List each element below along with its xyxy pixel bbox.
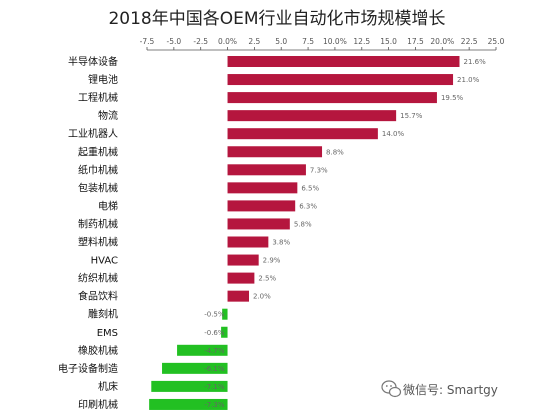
bar: [227, 218, 290, 230]
x-tick-label: 15.0: [380, 37, 397, 46]
bar: [227, 182, 298, 194]
data-label: 6.3%: [299, 202, 317, 210]
category-label: 纺织机械: [78, 272, 118, 285]
category-label: 锂电池: [88, 73, 118, 86]
data-label: 14.0%: [382, 130, 405, 138]
watermark: 微信号: Smartgy: [381, 380, 498, 398]
data-label: 2.9%: [263, 257, 281, 265]
category-label: 电梯: [98, 199, 118, 212]
category-label: 机床: [98, 380, 118, 393]
bar: [227, 272, 255, 284]
bar: [177, 344, 228, 356]
bar: [222, 308, 228, 320]
data-label: 3.8%: [272, 239, 290, 247]
bar: [162, 362, 228, 374]
bar: [227, 92, 437, 104]
category-label: 纸巾机械: [78, 163, 118, 176]
x-tick-label: 5.0: [275, 37, 287, 46]
category-label: 印刷机械: [78, 398, 118, 411]
category-label: 制药机械: [78, 217, 118, 230]
category-label: 食品饮料: [78, 290, 118, 303]
wechat-icon: [381, 380, 402, 398]
chart-title: 2018年中国各OEM行业自动化市场规模增长: [108, 9, 445, 29]
category-label: 塑料机械: [78, 236, 118, 249]
data-label: 19.5%: [441, 94, 464, 102]
data-label: 8.8%: [326, 148, 344, 156]
watermark-text: 微信号: Smartgy: [403, 383, 498, 397]
bar: [227, 110, 397, 122]
data-label: 21.0%: [457, 76, 480, 84]
bar: [227, 128, 378, 140]
bar: [227, 164, 306, 176]
category-label: 橡胶机械: [78, 344, 118, 357]
bar: [227, 200, 296, 212]
data-label: -4.7%: [204, 347, 225, 355]
data-label: -6.1%: [204, 365, 225, 373]
category-label: 包装机械: [78, 181, 118, 194]
x-tick-label: 2.5: [248, 37, 260, 46]
category-label: 电子设备制造: [58, 362, 118, 375]
data-label: 21.6%: [463, 58, 486, 66]
category-label: EMS: [97, 328, 118, 339]
data-label: -7.3%: [204, 401, 225, 409]
bar: [227, 236, 269, 248]
category-label: 物流: [98, 109, 118, 122]
x-tick-label: -2.5: [193, 37, 208, 46]
bars: 半导体设备 21.6% 锂电池 21.0% 工程机械 19.5% 物流 15.7% 工业机器人 1…: [58, 55, 486, 411]
x-tick-label: -5.0: [167, 37, 182, 46]
x-tick-label: 22.5: [461, 37, 478, 46]
data-label: 7.3%: [310, 166, 328, 174]
data-label: 2.0%: [253, 293, 271, 301]
bar: [151, 380, 228, 392]
bar: [227, 146, 323, 158]
bar: [227, 290, 250, 302]
data-label: -7.1%: [204, 383, 225, 391]
x-tick-label: -7.5: [140, 37, 155, 46]
category-label: 半导体设备: [68, 55, 118, 68]
bar: [227, 56, 460, 67]
data-label: 2.5%: [258, 275, 276, 283]
category-label: 起重机械: [78, 145, 118, 158]
bar: [227, 254, 259, 266]
x-axis: -7.5 -5.0 -2.5 0.0% 2.5 5.0 7.5 10.0% 12.5 15.0 17…: [140, 37, 505, 51]
x-tick-label: 17.5: [407, 37, 424, 46]
bar: [149, 398, 228, 410]
x-tick-label: 0.0%: [218, 37, 237, 46]
data-label: 15.7%: [400, 112, 423, 120]
data-label: 5.8%: [294, 220, 312, 228]
x-tick-label: 20.0%: [430, 37, 454, 46]
category-label: 雕刻机: [88, 308, 118, 321]
data-label: -0.5%: [204, 311, 225, 319]
x-tick-label: 7.5: [302, 37, 314, 46]
category-label: 工程机械: [78, 91, 118, 104]
x-tick-label: 12.5: [353, 37, 370, 46]
bar: [227, 74, 454, 86]
bar: [221, 326, 228, 338]
x-tick-label: 10.0%: [323, 37, 347, 46]
x-tick-label: 25.0: [488, 37, 505, 46]
data-label: -0.6%: [204, 329, 225, 337]
category-label: HVAC: [91, 256, 118, 267]
category-label: 工业机器人: [68, 127, 118, 140]
data-label: 6.5%: [301, 184, 319, 192]
